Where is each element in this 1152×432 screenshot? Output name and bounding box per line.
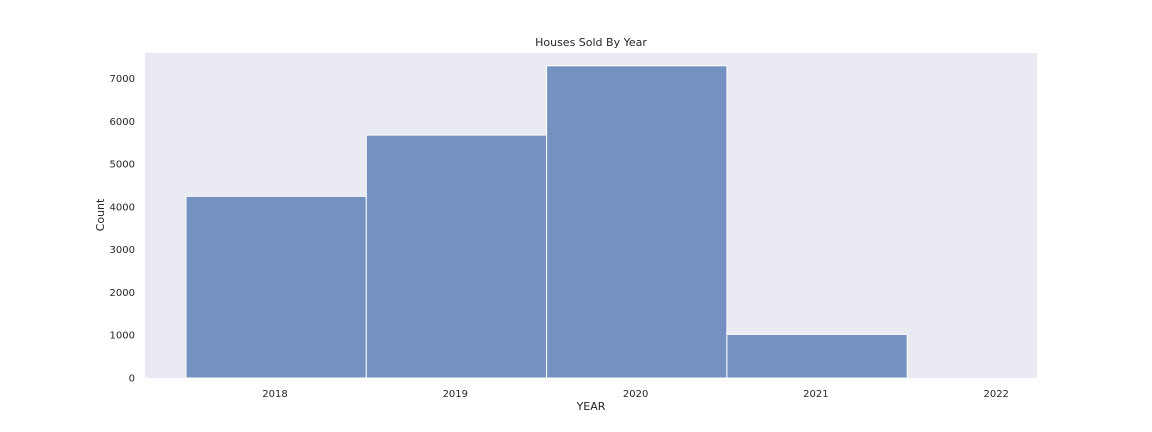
x-tick-label: 2020 [623, 389, 648, 400]
bar-2018 [185, 195, 367, 379]
y-tick-label: 4000 [110, 202, 135, 213]
y-ticks-group: 0 1000 2000 3000 4000 5000 6000 7000 [110, 74, 135, 384]
y-tick-label: 3000 [110, 245, 135, 256]
y-tick-label: 1000 [110, 331, 135, 342]
x-axis-label: YEAR [576, 400, 606, 413]
x-tick-label: 2019 [443, 389, 468, 400]
y-tick-label: 6000 [110, 117, 135, 128]
y-axis-label: Count [94, 198, 107, 231]
y-tick-label: 5000 [110, 160, 135, 171]
y-tick-label: 0 [129, 374, 135, 385]
bar-2019 [365, 134, 548, 379]
x-tick-label: 2018 [262, 389, 287, 400]
y-tick-label: 2000 [110, 288, 135, 299]
bar-2020 [546, 65, 728, 379]
x-tick-label: 2022 [983, 389, 1008, 400]
x-tick-label: 2021 [803, 389, 828, 400]
x-ticks-group: 2018 2019 2020 2021 2022 [262, 389, 1009, 400]
bars-group [185, 65, 908, 379]
y-tick-label: 7000 [110, 74, 135, 85]
bar-2021 [726, 333, 908, 379]
chart-title: Houses Sold By Year [535, 36, 647, 49]
